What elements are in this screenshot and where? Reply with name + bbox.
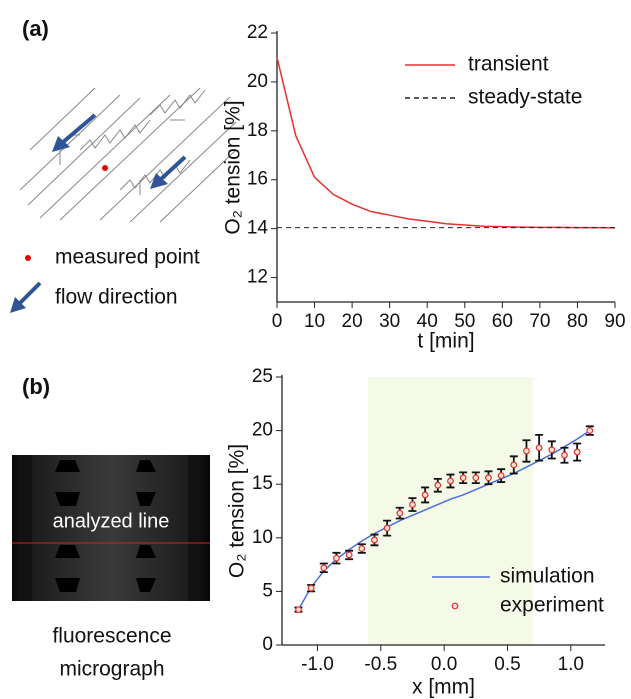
schematic [19,87,237,223]
y-tick-label: 0 [262,634,273,655]
data-point [510,461,518,469]
data-point [307,584,315,592]
x-tick-label: 0 [272,311,283,332]
x-tick-label: 10 [304,311,325,332]
y-tick-label: 22 [247,22,268,43]
micrograph-label: analyzed line [53,510,170,532]
x-tick-label: 1.0 [558,654,584,675]
legend-swatch [451,602,459,610]
x-tick-label: 90 [604,311,625,332]
data-point [561,451,568,459]
data-point [371,536,378,544]
data-point [421,491,429,499]
data-point [345,551,353,559]
y-tick-label: 10 [252,527,273,548]
data-point [320,564,328,572]
schematic-legend: flow direction [55,286,178,309]
data-point [295,606,302,614]
data-point [485,474,492,482]
x-axis-label: x [mm] [412,676,475,699]
y-tick-label: 12 [247,267,268,288]
y-tick-label: 15 [252,473,273,494]
micrograph-caption: micrograph [59,658,164,681]
data-point [459,474,467,482]
measured-point [102,165,108,171]
data-point [358,545,366,552]
data-point [409,501,416,508]
data-point [472,474,480,482]
legend-label: experiment [500,594,604,617]
schematic-legend: measured point [55,246,200,269]
data-point [535,444,543,452]
panel-label: (a) [22,16,49,41]
data-point [573,448,581,456]
y-axis-label: O₂ tension [%] [222,100,245,234]
x-tick-label: 0.0 [431,654,457,675]
y-tick-label: 18 [247,120,268,141]
data-point [434,481,442,489]
x-tick-label: 70 [529,311,550,332]
x-tick-label: 80 [567,311,588,332]
data-point [523,447,530,455]
data-point [447,477,454,485]
legend-marker [25,255,31,261]
data-point [497,472,505,480]
y-tick-label: 20 [247,71,268,92]
highlight-region [368,377,533,645]
y-tick-label: 16 [247,169,268,190]
flow-arrow [10,113,187,313]
panel-label: (b) [22,374,50,399]
y-tick-label: 14 [247,218,269,239]
data-point [586,427,594,435]
data-point [333,554,340,562]
x-tick-label: 40 [417,311,438,332]
y-tick-label: 20 [252,420,273,441]
data-point [548,446,556,454]
x-tick-label: -0.5 [364,654,397,675]
y-axis-label: O₂ tension [%] [226,444,249,578]
x-axis-label: t [min] [417,330,474,353]
y-tick-label: 25 [252,366,273,387]
legend-label: transient [468,53,549,76]
y-tick-label: 5 [262,580,273,601]
micrograph [12,455,210,601]
x-tick-label: 20 [342,311,363,332]
x-tick-label: 50 [454,311,475,332]
x-tick-label: -1.0 [301,654,334,675]
data-point [383,524,391,532]
micrograph-caption: fluorescence [52,625,171,648]
legend-label: steady-state [468,86,582,109]
legend-label: simulation [500,565,595,588]
data-point [396,509,404,517]
series-line [276,57,616,229]
x-tick-label: 30 [379,311,400,332]
x-tick-label: 60 [492,311,513,332]
x-tick-label: 0.5 [494,654,520,675]
